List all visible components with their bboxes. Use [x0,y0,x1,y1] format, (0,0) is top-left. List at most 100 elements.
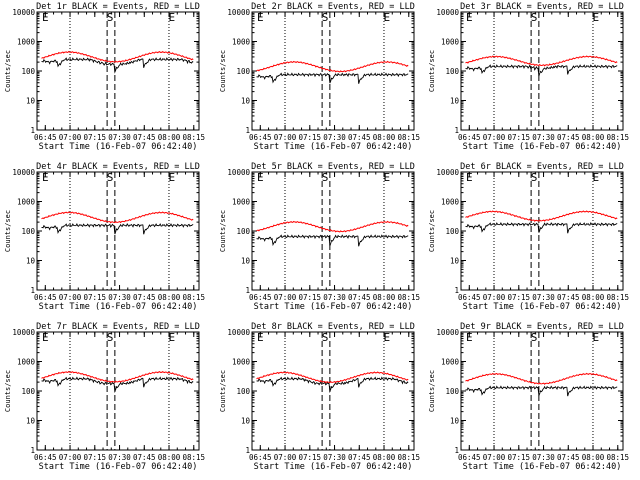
x-tick-label: 07:15 [298,133,321,142]
y-tick-label: 10 [241,417,251,426]
marker-label: S [322,171,329,184]
y-axis-label: Counts/sec [4,210,12,252]
x-tick-label: 08:15 [182,293,205,302]
x-tick-label: 08:15 [182,453,205,462]
x-tick-label: 08:15 [606,293,629,302]
y-tick-label: 100 [21,227,35,236]
y-tick-label: 100 [21,67,35,76]
marker-label: E [466,11,473,24]
events-series-line [465,221,618,234]
marker-label: E [383,171,390,184]
x-tick-label: 08:00 [158,453,181,462]
panel-title: Det 4r BLACK = Events, RED = LLD [36,162,200,172]
x-tick-label: 07:15 [298,453,321,462]
y-tick-label: 10000 [436,328,459,337]
events-series-line [256,234,409,247]
lld-series-line [256,220,409,233]
x-tick-label: 06:45 [458,133,481,142]
x-tick-label: 07:30 [323,133,346,142]
x-tick-label: 08:00 [158,133,181,142]
y-axis-label: Counts/sec [4,50,12,92]
x-tick-label: 07:45 [133,453,156,462]
panel-title: Det 9r BLACK = Events, RED = LLD [460,322,624,332]
x-tick-label: 08:15 [397,133,420,142]
lld-series-line [41,50,194,63]
x-tick-label: 07:15 [507,133,530,142]
panel-det-6: Det 6r BLACK = Events, RED = LLD 1 10 100 10… [428,162,629,312]
y-axis-label: Counts/sec [428,210,436,252]
marker-label: E [42,171,49,184]
y-axis-label: Counts/sec [219,370,227,412]
y-tick-label: 1 [245,446,250,455]
marker-label: E [592,11,599,24]
x-tick-label: 07:15 [83,293,106,302]
y-tick-label: 1000 [441,38,460,47]
x-tick-label: 06:45 [249,293,272,302]
x-tick-label: 07:30 [108,453,131,462]
x-tick-label: 07:15 [507,293,530,302]
y-axis-label: Counts/sec [428,370,436,412]
y-tick-label: 10000 [227,168,250,177]
y-tick-label: 1000 [17,38,36,47]
x-tick-label: 08:00 [373,453,396,462]
marker-label: E [168,331,175,344]
x-tick-label: 08:00 [582,453,605,462]
x-axis-label: Start Time (16-Feb-07 06:42:40) [254,142,413,152]
x-tick-label: 07:15 [83,453,106,462]
panel-det-1: Det 1r BLACK = Events, RED = LLD 1 10 100 10… [4,2,205,152]
x-tick-label: 08:15 [606,133,629,142]
marker-label: S [531,331,538,344]
x-tick-label: 07:30 [108,133,131,142]
x-tick-label: 07:00 [274,133,297,142]
y-tick-label: 1000 [441,198,460,207]
marker-label: E [383,11,390,24]
y-tick-label: 10 [450,417,460,426]
lld-series-line [256,60,409,73]
x-tick-label: 07:15 [298,293,321,302]
x-axis-label: Start Time (16-Feb-07 06:42:40) [463,142,622,152]
x-tick-label: 07:15 [83,133,106,142]
marker-label: E [257,11,264,24]
x-tick-label: 08:00 [373,293,396,302]
lld-series-line [465,55,618,67]
y-tick-label: 100 [445,227,459,236]
x-tick-label: 07:45 [557,133,580,142]
x-tick-label: 06:45 [34,453,57,462]
y-tick-label: 10000 [436,8,459,17]
x-axis-label: Start Time (16-Feb-07 06:42:40) [39,142,198,152]
axes-frame [460,171,624,291]
x-axis-label: Start Time (16-Feb-07 06:42:40) [39,302,198,312]
panel-det-2: Det 2r BLACK = Events, RED = LLD 1 10 100 10… [219,2,420,152]
y-tick-label: 10000 [227,328,250,337]
x-tick-label: 08:15 [182,133,205,142]
x-tick-label: 08:00 [582,293,605,302]
panel-title: Det 5r BLACK = Events, RED = LLD [251,162,415,172]
marker-label: E [168,171,175,184]
events-series-line [41,222,194,235]
y-tick-label: 10 [450,257,460,266]
x-axis-label: Start Time (16-Feb-07 06:42:40) [463,462,622,472]
x-tick-label: 08:15 [606,453,629,462]
x-tick-label: 07:45 [348,293,371,302]
marker-label: S [531,171,538,184]
x-axis-label: Start Time (16-Feb-07 06:42:40) [463,302,622,312]
panel-det-4: Det 4r BLACK = Events, RED = LLD 1 10 100 10… [4,162,205,312]
x-tick-label: 07:00 [483,293,506,302]
x-tick-label: 08:00 [582,133,605,142]
y-tick-label: 100 [21,387,35,396]
x-tick-label: 07:45 [348,133,371,142]
panel-det-9: Det 9r BLACK = Events, RED = LLD 1 10 100 10… [428,322,629,472]
y-tick-label: 10 [241,257,251,266]
y-tick-label: 1000 [17,358,36,367]
panel-title: Det 3r BLACK = Events, RED = LLD [460,2,624,12]
x-tick-label: 07:45 [557,453,580,462]
marker-label: E [466,171,473,184]
lld-series-line [41,370,194,383]
x-tick-label: 06:45 [249,133,272,142]
panel-det-7: Det 7r BLACK = Events, RED = LLD 1 10 100 10… [4,322,205,472]
y-tick-label: 10 [26,417,36,426]
x-tick-label: 07:30 [108,293,131,302]
lld-series-line [465,210,618,222]
marker-label: E [383,331,390,344]
